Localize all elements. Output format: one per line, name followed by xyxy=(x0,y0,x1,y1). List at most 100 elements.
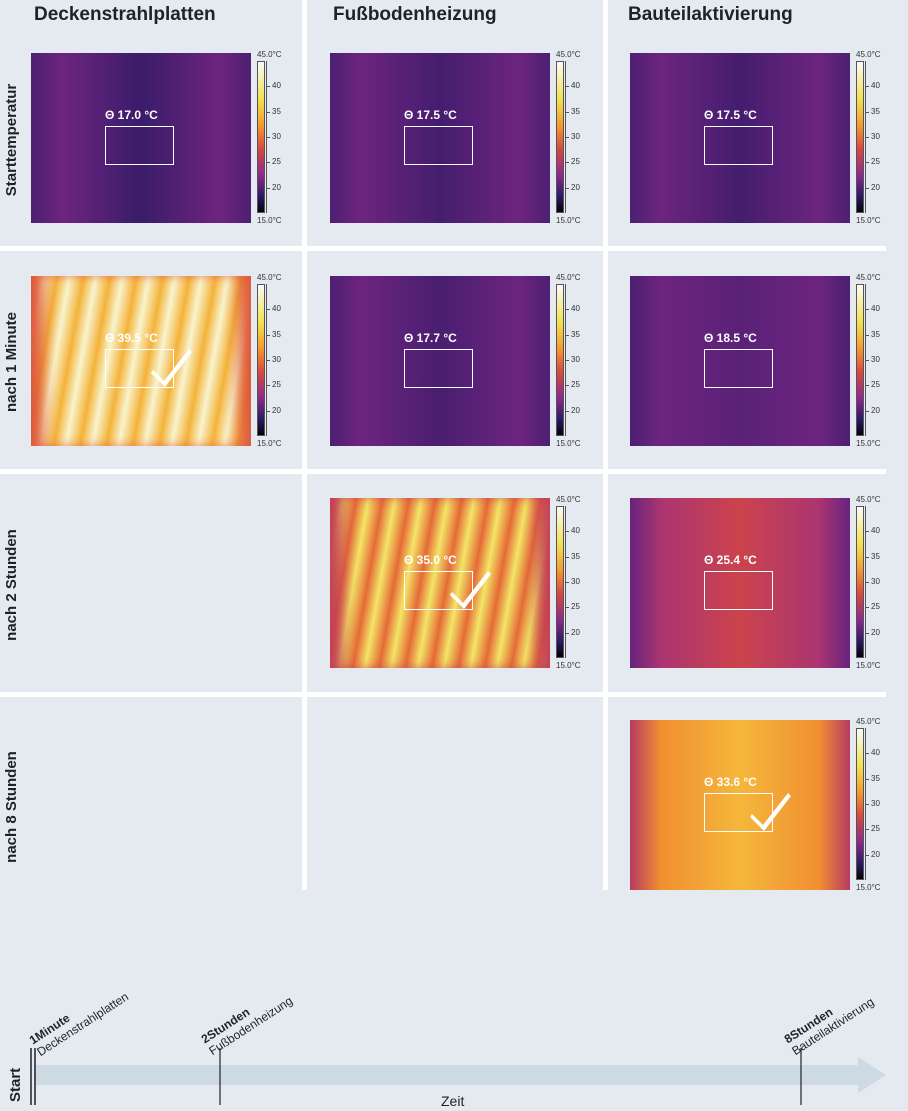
scale-tick xyxy=(565,187,569,189)
thermal-image xyxy=(330,53,550,223)
scale-tick xyxy=(565,86,569,88)
measurement-area xyxy=(704,571,773,610)
scale-tick-label: 20 xyxy=(871,849,880,859)
thermal-image xyxy=(330,498,550,668)
scale-max-label: 45.0°C xyxy=(856,50,881,59)
scale-tick-label: 35 xyxy=(272,106,281,116)
scale-tick xyxy=(865,632,869,634)
temperature-reading: Θ 39.5 °C xyxy=(105,331,158,345)
scale-tick-label: 35 xyxy=(571,551,580,561)
thermal-cell: Θ 17.0 °C 45.0°C 15.0°C 40 35 30 25 20 xyxy=(31,50,291,225)
scale-tick-label: 35 xyxy=(272,329,281,339)
scale-tick-label: 25 xyxy=(272,157,281,167)
scale-tick-label: 20 xyxy=(871,627,880,637)
scale-tick xyxy=(865,556,869,558)
scale-tick xyxy=(865,607,869,609)
scale-tick xyxy=(565,360,569,361)
scale-min-label: 15.0°C xyxy=(856,661,881,670)
scale-tick-label: 40 xyxy=(571,304,580,314)
scale-tick xyxy=(266,162,270,164)
thermal-image xyxy=(31,53,251,223)
scale-tick xyxy=(565,556,569,558)
scale-min-label: 15.0°C xyxy=(556,439,581,448)
scale-tick xyxy=(865,360,869,361)
scale-tick xyxy=(266,86,270,88)
row-divider xyxy=(0,246,886,251)
scale-tick-label: 30 xyxy=(571,355,580,364)
scale-tick-label: 35 xyxy=(871,551,880,561)
column-header-deckenstrahlplatten: Deckenstrahlplatten xyxy=(34,4,216,25)
scale-tick-label: 40 xyxy=(871,526,880,536)
thermal-image xyxy=(31,276,251,446)
scale-tick xyxy=(565,410,569,412)
timeline: Start Zeit xyxy=(7,1048,886,1109)
scale-tick-label: 25 xyxy=(571,602,580,612)
measurement-area xyxy=(404,126,473,165)
scale-tick xyxy=(565,334,569,336)
checkmark-icon xyxy=(750,793,791,831)
checkmark-icon xyxy=(151,349,192,387)
scale-max-label: 45.0°C xyxy=(257,50,282,59)
measurement-area xyxy=(704,793,773,832)
color-scale-bar xyxy=(556,61,564,213)
timeline-start-label: Start xyxy=(7,1068,24,1102)
scale-tick-label: 40 xyxy=(272,304,281,314)
thermal-cell: Θ 17.5 °C 45.0°C 15.0°C 40 35 30 25 20 xyxy=(330,50,590,225)
scale-tick xyxy=(865,385,869,387)
scale-max-label: 45.0°C xyxy=(257,273,282,282)
scale-tick-label: 25 xyxy=(272,380,281,390)
temperature-reading: Θ 17.0 °C xyxy=(105,108,158,122)
scale-tick-label: 25 xyxy=(871,602,880,612)
scale-max-label: 45.0°C xyxy=(856,717,881,726)
thermal-image xyxy=(630,498,850,668)
temperature-reading: Θ 18.5 °C xyxy=(704,331,757,345)
scale-max-label: 45.0°C xyxy=(556,50,581,59)
scale-tick xyxy=(865,187,869,189)
scale-tick xyxy=(266,385,270,387)
temperature-reading: Θ 33.6 °C xyxy=(704,775,757,789)
measurement-area xyxy=(105,349,174,388)
scale-tick-label: 35 xyxy=(871,773,880,783)
measurement-area xyxy=(704,349,773,388)
scale-tick-label: 35 xyxy=(571,329,580,339)
scale-tick xyxy=(565,632,569,634)
row-label-nach-2-stunden: nach 2 Stunden xyxy=(3,529,20,641)
scale-tick xyxy=(565,137,569,138)
scale-tick-label: 25 xyxy=(571,380,580,390)
scale-tick xyxy=(266,410,270,412)
scale-tick xyxy=(865,86,869,88)
scale-tick-label: 30 xyxy=(871,577,880,586)
scale-tick-label: 30 xyxy=(871,132,880,141)
scale-tick xyxy=(565,582,569,583)
scale-tick xyxy=(565,531,569,533)
scale-tick xyxy=(865,854,869,856)
scale-tick-label: 25 xyxy=(871,824,880,834)
color-scale-bar xyxy=(856,284,864,436)
scale-tick xyxy=(565,385,569,387)
row-divider xyxy=(0,469,886,474)
color-scale-bar xyxy=(856,61,864,213)
scale-tick xyxy=(266,111,270,113)
scale-tick xyxy=(865,410,869,412)
scale-tick xyxy=(865,804,869,805)
scale-tick-label: 40 xyxy=(571,81,580,91)
checkmark-icon xyxy=(450,571,491,609)
thermal-cell: Θ 25.4 °C 45.0°C 15.0°C 40 35 30 25 20 xyxy=(630,496,890,670)
thermal-image xyxy=(330,276,550,446)
scale-min-label: 15.0°C xyxy=(856,439,881,448)
scale-tick-label: 40 xyxy=(871,748,880,758)
scale-min-label: 15.0°C xyxy=(257,439,282,448)
scale-tick xyxy=(565,162,569,164)
timeline-axis-label: Zeit xyxy=(441,1093,464,1109)
measurement-area xyxy=(704,126,773,165)
temperature-reading: Θ 35.0 °C xyxy=(404,553,457,567)
scale-tick-label: 40 xyxy=(272,81,281,91)
scale-tick-label: 30 xyxy=(871,355,880,364)
scale-min-label: 15.0°C xyxy=(257,216,282,225)
scale-tick-label: 30 xyxy=(571,577,580,586)
scale-tick xyxy=(865,829,869,831)
scale-tick xyxy=(565,111,569,113)
scale-tick xyxy=(865,137,869,138)
scale-tick-label: 25 xyxy=(571,157,580,167)
scale-min-label: 15.0°C xyxy=(556,661,581,670)
